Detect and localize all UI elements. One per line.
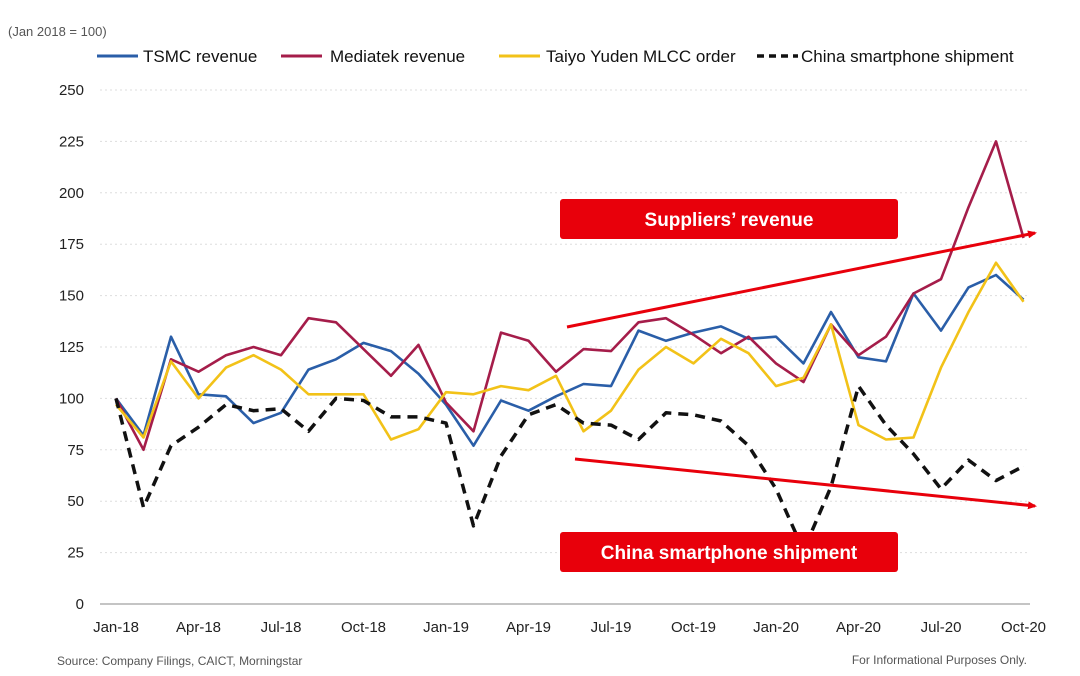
y-tick-label: 225 — [59, 133, 84, 150]
china-trend-arrow — [574, 457, 1037, 510]
x-tick-label: Oct-19 — [671, 619, 716, 636]
legend-label-mediatek: Mediatek revenue — [330, 47, 465, 66]
y-tick-label: 25 — [67, 545, 84, 562]
x-tick-label: Jan-18 — [93, 619, 139, 636]
y-axis: 0 25 50 75 100 125 150 175 200 225 250 — [59, 82, 84, 613]
series-taiyo — [115, 261, 1025, 441]
series-line-taiyo — [115, 261, 1025, 441]
y-tick-label: 200 — [59, 185, 84, 202]
x-tick-label: Jan-19 — [423, 619, 469, 636]
series-tsmc — [114, 273, 1025, 448]
disclaimer-note: For Informational Purposes Only. — [852, 653, 1027, 667]
legend-label-tsmc: TSMC revenue — [143, 47, 257, 66]
gridlines — [100, 89, 1030, 554]
y-tick-label: 125 — [59, 339, 84, 356]
x-tick-label: Apr-20 — [836, 619, 881, 636]
legend-label-taiyo: Taiyo Yuden MLCC order — [546, 47, 736, 66]
series — [114, 140, 1025, 553]
y-tick-label: 150 — [59, 288, 84, 305]
series-china — [114, 384, 1025, 553]
x-tick-label: Oct-18 — [341, 619, 386, 636]
x-tick-label: Apr-19 — [506, 619, 551, 636]
series-line-mediatek — [114, 140, 1025, 452]
y-tick-label: 0 — [76, 596, 84, 613]
x-axis: Jan-18 Apr-18 Jul-18 Oct-18 Jan-19 Apr-19 Jul-… — [93, 619, 1046, 636]
series-line-tsmc — [114, 273, 1025, 448]
legend-label-china: China smartphone shipment — [801, 47, 1014, 66]
x-tick-label: Jul-19 — [591, 619, 632, 636]
legend: TSMC revenue Mediatek revenue Taiyo Yude… — [97, 47, 1014, 66]
china-banner-label: China smartphone shipment — [601, 543, 858, 564]
suppliers-banner-bg — [560, 199, 898, 239]
y-tick-label: 75 — [67, 442, 84, 459]
suppliers-trend-arrow — [566, 230, 1037, 329]
series-line-china — [114, 384, 1025, 553]
x-tick-label: Oct-20 — [1001, 619, 1046, 636]
y-tick-label: 175 — [59, 236, 84, 253]
suppliers-banner-label: Suppliers’ revenue — [645, 210, 814, 231]
china-banner: China smartphone shipment — [560, 532, 898, 572]
source-note: Source: Company Filings, CAICT, Mornings… — [57, 654, 302, 668]
x-tick-label: Jan-20 — [753, 619, 799, 636]
x-tick-label: Jul-20 — [921, 619, 962, 636]
x-tick-label: Jul-18 — [261, 619, 302, 636]
x-tick-label: Apr-18 — [176, 619, 221, 636]
y-tick-label: 250 — [59, 82, 84, 99]
y-tick-label: 50 — [67, 493, 84, 510]
y-tick-label: 100 — [59, 390, 84, 407]
suppliers-banner: Suppliers’ revenue — [560, 199, 898, 239]
unit-note: (Jan 2018 = 100) — [8, 24, 107, 39]
china-banner-bg — [560, 532, 898, 572]
